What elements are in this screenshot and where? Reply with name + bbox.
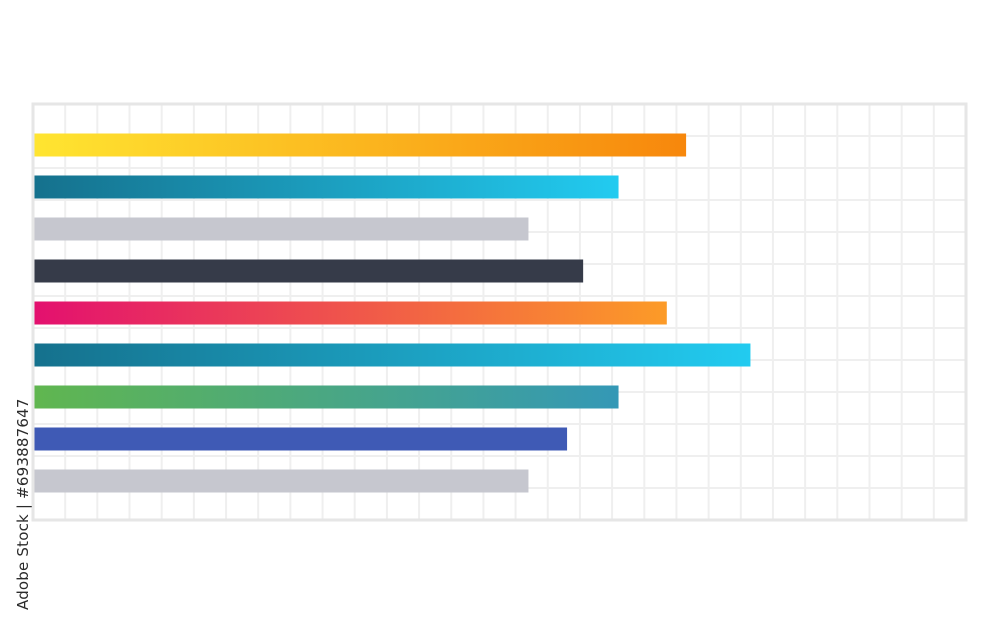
bar-8 [34,427,568,451]
bar-7 [34,385,619,409]
bar-3 [34,217,529,241]
plot-frame [31,102,968,522]
bars-group [34,133,751,493]
bar-5 [34,301,667,325]
bar-9 [34,469,529,493]
bar-6 [34,343,751,367]
watermark-side-text: Adobe Stock | #693887647 [14,398,32,610]
bar-4 [34,259,584,283]
bar-1 [34,133,687,157]
bar-2 [34,175,619,199]
